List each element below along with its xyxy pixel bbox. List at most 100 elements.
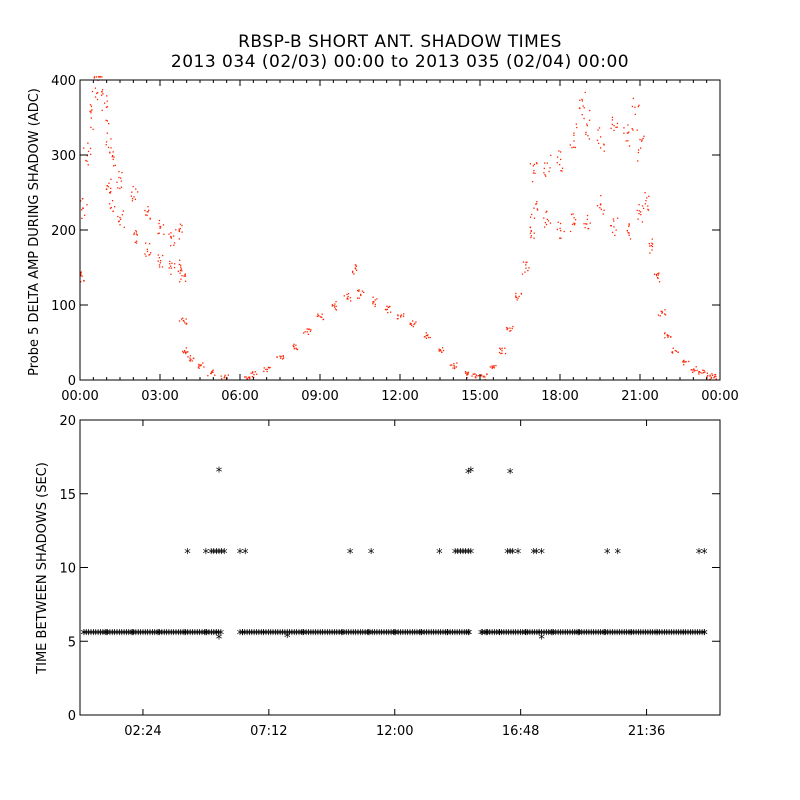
top-data-point <box>80 281 82 283</box>
bottom-data-point: * <box>536 628 543 643</box>
top-data-point <box>307 333 310 335</box>
bottom-data-point: * <box>263 628 270 643</box>
top-data-point <box>158 219 161 222</box>
bottom-data-point: * <box>421 628 428 643</box>
top-data-point <box>144 209 146 212</box>
top-data-point <box>657 272 659 275</box>
top-data-point <box>506 328 508 331</box>
bottom-data-point: * <box>260 628 267 643</box>
bottom-data-point: * <box>409 628 416 643</box>
bottom-data-point: * <box>664 628 671 643</box>
top-data-point <box>159 266 161 268</box>
top-data-point <box>310 329 312 331</box>
top-data-point <box>100 94 103 96</box>
top-data-point <box>147 206 149 208</box>
top-data-point <box>263 370 265 372</box>
top-data-point <box>560 158 562 161</box>
bottom-data-point: * <box>341 628 348 643</box>
bottom-data-point: * <box>392 628 399 643</box>
top-data-point <box>376 298 378 300</box>
bottom-data-point: * <box>203 547 210 562</box>
bottom-data-point: * <box>187 628 194 643</box>
top-data-point <box>101 89 104 91</box>
bottom-data-point: * <box>452 547 459 562</box>
top-data-point <box>698 371 701 373</box>
bottom-data-point: * <box>241 628 248 643</box>
top-data-point <box>183 275 185 277</box>
top-data-point <box>145 255 147 257</box>
top-data-point <box>266 370 268 373</box>
bottom-data-point: * <box>258 628 265 643</box>
top-data-point <box>159 225 161 228</box>
top-data-point <box>91 90 94 93</box>
bottom-data-point: * <box>423 628 430 643</box>
top-data-point <box>701 372 703 374</box>
top-data-point <box>576 126 578 129</box>
top-data-point <box>706 376 708 378</box>
top-data-point <box>666 335 668 337</box>
top-data-point <box>474 373 476 375</box>
top-data-point <box>179 264 182 266</box>
top-data-point <box>651 245 654 248</box>
top-data-point <box>648 195 650 197</box>
bottom-data-point: * <box>367 628 374 643</box>
top-data-point <box>373 301 375 303</box>
top-data-point <box>559 151 562 153</box>
bottom-data-point: * <box>303 628 310 643</box>
top-data-point <box>664 332 666 334</box>
bottom-data-point: * <box>123 628 130 643</box>
top-data-point <box>491 366 493 369</box>
top-data-point <box>224 374 226 376</box>
top-x-tick-label: 06:00 <box>221 389 258 404</box>
top-data-point <box>106 185 108 187</box>
top-data-point <box>117 215 119 218</box>
top-data-point <box>527 269 529 272</box>
top-data-point <box>501 347 503 349</box>
top-data-point <box>184 351 186 353</box>
top-data-point <box>120 177 122 179</box>
bottom-data-point: * <box>465 467 472 482</box>
top-data-point <box>584 91 586 94</box>
top-data-point <box>282 357 285 359</box>
top-data-point <box>670 336 672 338</box>
top-data-point <box>657 276 659 279</box>
top-x-tick-label: 12:00 <box>381 389 418 404</box>
top-data-point <box>105 106 108 108</box>
top-data-point <box>415 321 417 323</box>
top-data-point <box>386 305 388 307</box>
top-data-point <box>178 238 181 240</box>
top-data-point <box>651 242 653 244</box>
bottom-data-point: * <box>527 628 534 643</box>
top-data-point <box>184 280 187 282</box>
top-data-point <box>500 352 502 355</box>
bottom-data-point: * <box>173 628 180 643</box>
top-data-point <box>81 217 83 220</box>
top-data-point <box>476 375 478 377</box>
top-data-point <box>666 334 668 336</box>
bottom-data-point: * <box>272 628 279 643</box>
bottom-data-point: * <box>430 628 437 643</box>
bottom-data-point: * <box>83 628 90 643</box>
bottom-data-point: * <box>668 628 675 643</box>
top-data-point <box>657 277 659 280</box>
bottom-data-point: * <box>510 547 517 562</box>
top-data-point <box>493 365 495 367</box>
bottom-data-point: * <box>175 628 182 643</box>
top-data-point <box>690 369 692 371</box>
top-data-point <box>532 172 535 174</box>
bottom-data-point: * <box>601 628 608 643</box>
top-data-point <box>353 273 355 275</box>
bottom-data-point: * <box>270 628 277 643</box>
bottom-data-point: * <box>156 628 163 643</box>
bottom-data-point: * <box>334 628 341 643</box>
bottom-data-point: * <box>498 628 505 643</box>
top-data-point <box>597 142 600 145</box>
bottom-data-point: * <box>583 628 590 643</box>
top-data-point <box>581 114 583 116</box>
top-data-point <box>658 281 661 283</box>
top-data-point <box>198 365 200 367</box>
top-data-point <box>546 210 548 212</box>
top-data-point <box>711 374 714 377</box>
top-data-point <box>109 191 111 194</box>
top-data-point <box>322 318 325 321</box>
